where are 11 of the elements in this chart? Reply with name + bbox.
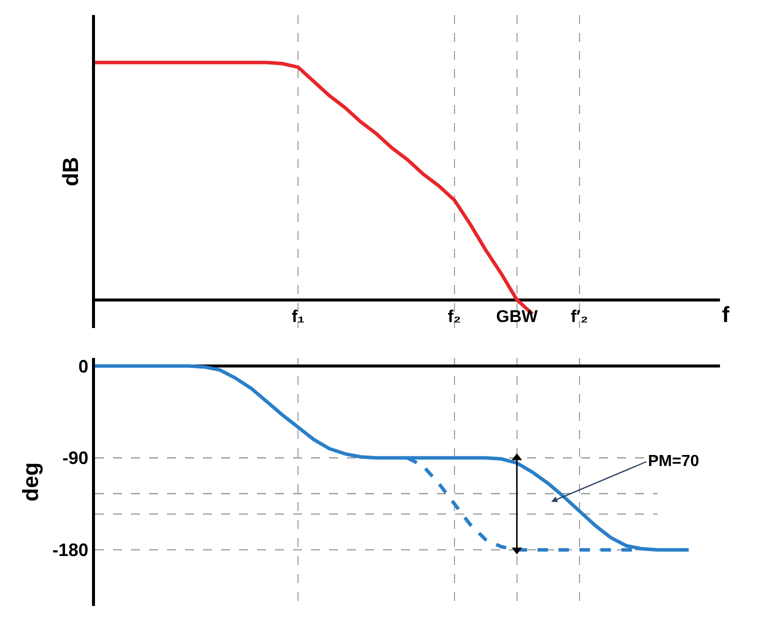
x-tick-label: f′₂ xyxy=(570,306,588,326)
x-tick-label: GBW xyxy=(496,306,539,326)
x-tick-label: f₁ xyxy=(292,306,304,326)
y-axis-title: dB xyxy=(58,156,83,186)
annotation: PM=70 xyxy=(648,453,700,470)
y-axis-title: deg xyxy=(18,462,44,502)
y-tick-label: -90 xyxy=(62,448,88,468)
y-tick-label: -180 xyxy=(52,540,88,560)
x-axis-title: f xyxy=(722,302,730,327)
y-tick-label: 0 xyxy=(78,356,88,376)
x-tick-label: f₂ xyxy=(448,306,461,326)
